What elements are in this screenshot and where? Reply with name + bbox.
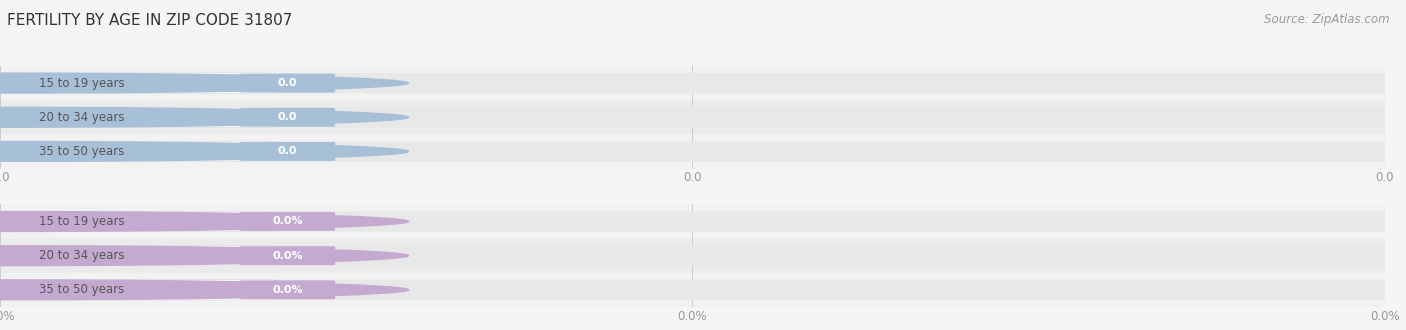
Text: 15 to 19 years: 15 to 19 years (39, 77, 124, 89)
Circle shape (0, 107, 409, 127)
FancyBboxPatch shape (0, 246, 274, 266)
FancyBboxPatch shape (239, 280, 335, 299)
Bar (0, 273, 1385, 307)
Text: 0.0%: 0.0% (271, 251, 302, 261)
Circle shape (0, 142, 409, 161)
FancyBboxPatch shape (0, 211, 274, 232)
Text: 35 to 50 years: 35 to 50 years (39, 145, 124, 158)
Text: 0.0%: 0.0% (271, 216, 302, 226)
Bar (0, 239, 1385, 273)
FancyBboxPatch shape (239, 212, 335, 231)
FancyBboxPatch shape (0, 73, 274, 93)
Text: 20 to 34 years: 20 to 34 years (39, 111, 124, 124)
Text: 0.0: 0.0 (277, 78, 297, 88)
FancyBboxPatch shape (0, 107, 274, 127)
Text: 0.0: 0.0 (277, 112, 297, 122)
FancyBboxPatch shape (0, 280, 274, 300)
FancyBboxPatch shape (0, 73, 1389, 93)
Bar (0, 134, 1385, 169)
Text: 15 to 19 years: 15 to 19 years (39, 215, 124, 228)
Text: 0.0%: 0.0% (271, 285, 302, 295)
Bar (0, 66, 1385, 100)
Text: Source: ZipAtlas.com: Source: ZipAtlas.com (1264, 13, 1389, 26)
FancyBboxPatch shape (0, 141, 274, 162)
Bar (0, 100, 1385, 134)
Text: 20 to 34 years: 20 to 34 years (39, 249, 124, 262)
Text: FERTILITY BY AGE IN ZIP CODE 31807: FERTILITY BY AGE IN ZIP CODE 31807 (7, 13, 292, 28)
Text: 35 to 50 years: 35 to 50 years (39, 283, 124, 296)
Bar (0, 204, 1385, 239)
FancyBboxPatch shape (0, 141, 1389, 162)
Circle shape (0, 280, 409, 300)
FancyBboxPatch shape (0, 246, 1389, 266)
FancyBboxPatch shape (239, 108, 335, 127)
Circle shape (0, 246, 409, 266)
FancyBboxPatch shape (239, 74, 335, 92)
Circle shape (0, 73, 409, 93)
FancyBboxPatch shape (0, 280, 1389, 300)
FancyBboxPatch shape (239, 246, 335, 265)
FancyBboxPatch shape (239, 142, 335, 161)
FancyBboxPatch shape (0, 107, 1389, 127)
Text: 0.0: 0.0 (277, 147, 297, 156)
FancyBboxPatch shape (0, 211, 1389, 232)
Circle shape (0, 212, 409, 231)
